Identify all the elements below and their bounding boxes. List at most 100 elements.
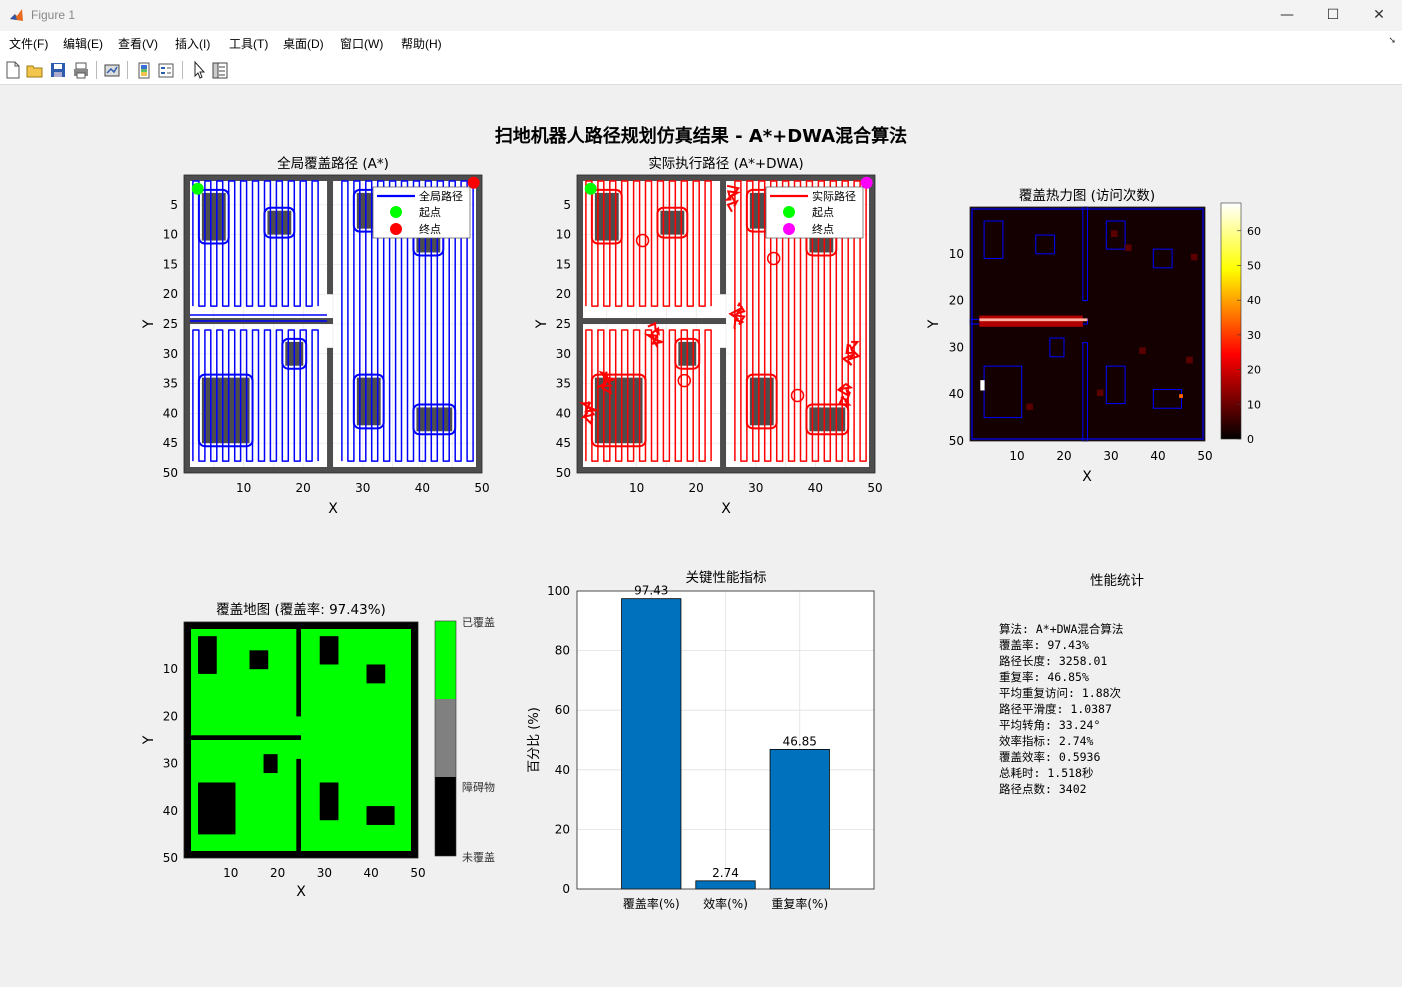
stats-line: 路径点数: 3402 (999, 782, 1087, 796)
new-figure-icon[interactable] (4, 60, 22, 80)
chart-3-title: 覆盖热力图 (访问次数) (1019, 188, 1155, 204)
matlab-icon (10, 9, 23, 21)
colorbar-tick-label: 10 (1247, 398, 1261, 411)
wall (577, 318, 726, 324)
hot-corridor (979, 318, 1088, 322)
x-tick-label: 30 (1103, 449, 1118, 463)
y-tick-label: 20 (555, 822, 570, 836)
bar-value-label: 2.74 (712, 866, 739, 880)
dwa-detour (728, 301, 746, 330)
y-tick-label: 5 (170, 198, 178, 212)
menu-file[interactable]: 文件(F) (9, 37, 49, 51)
menu-help[interactable]: 帮助(H) (401, 37, 442, 51)
dwa-detour (835, 382, 854, 406)
obstacle (356, 377, 381, 426)
menu-overflow-icon[interactable]: ➘ (1388, 36, 1396, 46)
y-tick-label: 35 (163, 377, 178, 391)
wall (296, 758, 301, 858)
y-tick-label: 40 (163, 406, 178, 420)
bar-value-label: 46.85 (783, 734, 817, 748)
property-inspector-icon[interactable] (211, 60, 229, 80)
y-tick-label: 50 (163, 466, 178, 480)
dwa-loop (677, 373, 692, 388)
x-tick-label: 重复率(%) (771, 896, 828, 911)
end-marker (860, 176, 873, 189)
x-tick-label: 30 (317, 866, 332, 880)
hot-spot (980, 380, 985, 391)
menu-tools[interactable]: 工具(T) (229, 37, 269, 51)
x-tick-label: 20 (296, 481, 311, 495)
y-tick-label: 30 (163, 347, 178, 361)
menu-insert[interactable]: 插入(I) (175, 37, 211, 51)
start-marker (191, 182, 204, 195)
y-tick-label: 40 (556, 406, 571, 420)
dwa-loop (790, 388, 805, 403)
open-file-icon[interactable] (26, 60, 44, 80)
bar (695, 880, 756, 890)
global-path-axes: 10 20 30 40 50 5 10 15 20 25 30 35 40 45 50 (163, 174, 490, 495)
obstacle (416, 407, 453, 432)
obstacle (263, 754, 278, 774)
wall (720, 347, 726, 473)
legend-label-global-path: 全局路径 (419, 189, 463, 203)
colorbar-icon[interactable] (135, 60, 153, 80)
menu-window[interactable]: 窗口(W) (340, 37, 384, 51)
maximize-button[interactable]: ☐ (1326, 7, 1340, 23)
stats-line: 路径长度: 3258.01 (999, 654, 1108, 668)
colorbar-tick-label: 0 (1247, 433, 1254, 446)
y-tick-label: 15 (163, 257, 178, 271)
toolbar-separator (127, 61, 128, 79)
legend-label-end: 终点 (419, 222, 441, 236)
chart-4-title: 覆盖地图 (覆盖率: 97.43%) (216, 601, 386, 618)
warm-cell (1111, 230, 1118, 237)
bar-axes-frame (576, 590, 875, 890)
chart-2-title: 实际执行路径 (A*+DWA) (648, 156, 803, 172)
dwa-detour (841, 340, 861, 366)
map-border (869, 175, 875, 473)
heatmap-colorbar (1220, 202, 1242, 440)
y-tick-label: 50 (949, 434, 964, 448)
menu-view[interactable]: 查看(V) (118, 37, 158, 51)
obstacle (366, 664, 386, 684)
chart-4-xlabel: X (296, 884, 306, 900)
chart-5-ylabel: 百分比 (%) (527, 707, 542, 773)
obstacle (809, 407, 846, 432)
dwa-loop (766, 251, 781, 266)
legend-marker-start (390, 206, 402, 218)
print-icon[interactable] (72, 60, 90, 80)
legend-marker-end (783, 223, 795, 235)
stats-line: 算法: A*+DWA混合算法 (999, 622, 1124, 636)
y-tick-label: 30 (556, 347, 571, 361)
obstacle (201, 377, 250, 444)
x-tick-label: 30 (748, 481, 763, 495)
obstacle (249, 650, 269, 670)
x-tick-label: 效率(%) (703, 896, 748, 911)
menu-desktop[interactable]: 桌面(D) (283, 37, 324, 51)
map-border (411, 622, 418, 858)
y-tick-label: 60 (555, 703, 570, 717)
menu-edit[interactable]: 编辑(E) (63, 37, 103, 51)
legend-label-start: 起点 (812, 206, 834, 219)
select-pointer-icon[interactable] (190, 60, 208, 80)
legend-icon[interactable] (157, 60, 175, 80)
save-icon[interactable] (49, 60, 67, 80)
x-tick-label: 50 (474, 481, 489, 495)
y-tick-label: 25 (556, 317, 571, 331)
obstacle (594, 192, 619, 241)
chart-2-xlabel: X (721, 501, 731, 517)
map-border (476, 175, 482, 473)
y-tick-label: 50 (163, 851, 178, 865)
minimize-button[interactable]: — (1280, 7, 1294, 23)
link-plot-icon[interactable] (103, 60, 121, 80)
chart-1-frame (183, 174, 483, 474)
obstacle (1105, 220, 1126, 250)
y-tick-label: 20 (163, 709, 178, 723)
path-segment (341, 180, 474, 462)
obstacle (1035, 234, 1056, 255)
obstacle (201, 192, 226, 241)
end-marker (467, 176, 480, 189)
close-button[interactable]: ✕ (1373, 7, 1385, 23)
bar (621, 598, 682, 890)
